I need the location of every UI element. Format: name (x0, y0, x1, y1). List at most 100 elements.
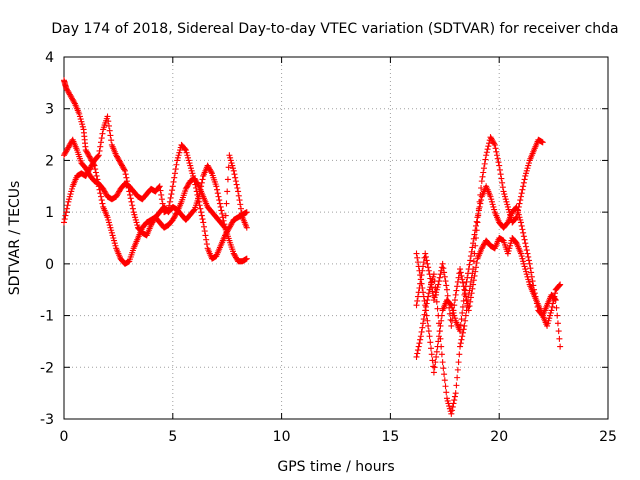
data-point (64, 202, 71, 209)
data-point (414, 293, 421, 300)
data-point (479, 173, 486, 180)
data-point (472, 222, 479, 229)
data-point (108, 137, 115, 144)
data-point (105, 122, 112, 129)
data-point (415, 289, 422, 296)
data-point (432, 359, 439, 366)
data-point (459, 309, 466, 316)
data-point (451, 297, 458, 304)
data-point (469, 244, 476, 251)
data-point (480, 169, 487, 176)
data-point (468, 248, 475, 255)
data-point (472, 264, 479, 271)
data-point (484, 146, 491, 153)
data-point (435, 281, 442, 288)
data-point (435, 338, 442, 345)
data-point (475, 210, 482, 217)
data-point (201, 228, 208, 235)
data-point (492, 145, 499, 152)
data-point (444, 397, 451, 404)
y-tick-label: 1 (45, 205, 54, 221)
data-point (436, 274, 443, 281)
data-point (518, 253, 525, 260)
data-point (495, 159, 502, 166)
data-point (456, 351, 463, 358)
data-point (127, 191, 134, 198)
data-point (485, 143, 492, 150)
plot-frame (63, 56, 609, 420)
data-point (196, 190, 203, 197)
data-point (422, 250, 429, 257)
data-point (462, 317, 469, 324)
data-point (451, 393, 458, 400)
data-point (471, 272, 478, 279)
data-point (124, 181, 131, 188)
data-point (483, 149, 490, 156)
data-point (445, 298, 452, 305)
data-point (494, 152, 501, 159)
data-point (419, 267, 426, 274)
data-point (425, 322, 432, 329)
data-point (441, 269, 448, 276)
data-point (459, 276, 466, 283)
data-point (158, 196, 165, 203)
data-point (433, 348, 440, 355)
data-point (493, 148, 500, 155)
data-point (169, 187, 176, 194)
data-point (525, 276, 532, 283)
data-point (227, 154, 234, 161)
data-point (222, 212, 229, 219)
data-point (450, 307, 457, 314)
data-point (432, 291, 439, 298)
data-point (202, 232, 209, 239)
data-point (214, 186, 221, 193)
data-point (465, 266, 472, 273)
data-point (550, 297, 557, 304)
data-point (237, 201, 244, 208)
data-point (238, 210, 245, 217)
data-point (552, 290, 559, 297)
data-point (437, 322, 444, 329)
data-point (439, 260, 446, 267)
data-point (556, 335, 563, 342)
data-point (172, 166, 179, 173)
data-point (216, 200, 223, 207)
data-point (434, 305, 441, 312)
data-point (516, 200, 523, 207)
data-point (467, 294, 474, 301)
y-tick-label: 4 (45, 50, 54, 66)
data-point (460, 297, 467, 304)
data-point (467, 257, 474, 264)
data-point (228, 160, 235, 167)
data-point (168, 191, 175, 198)
x-tick-label: 25 (599, 429, 617, 445)
data-point (413, 250, 420, 257)
data-point (441, 273, 448, 280)
data-point (457, 322, 464, 329)
data-point (502, 196, 509, 203)
data-point (521, 263, 528, 270)
x-tick-label: 15 (381, 429, 399, 445)
data-point (435, 278, 442, 285)
data-point (199, 216, 206, 223)
data-point (468, 290, 475, 297)
data-point (68, 185, 75, 192)
data-point (557, 343, 564, 350)
data-point (507, 240, 514, 247)
data-point (111, 237, 118, 244)
data-point (127, 195, 134, 202)
data-point (428, 351, 435, 358)
data-point (451, 397, 458, 404)
data-point (466, 303, 473, 310)
data-point (525, 160, 532, 167)
data-point (557, 281, 564, 288)
data-point (454, 374, 461, 381)
data-point (243, 209, 250, 216)
data-point (188, 167, 195, 174)
data-point (426, 333, 433, 340)
data-point (439, 359, 446, 366)
data-point (462, 290, 469, 297)
data-point (443, 395, 450, 402)
data-points (61, 77, 564, 417)
data-point (514, 206, 521, 213)
